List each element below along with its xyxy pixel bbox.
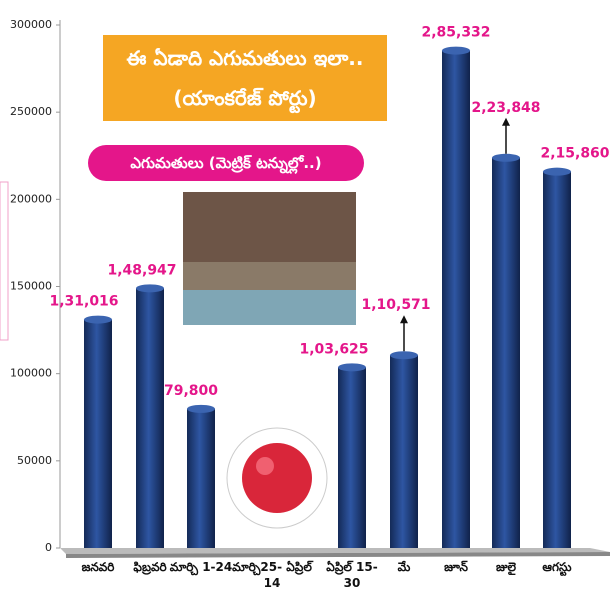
bar	[390, 355, 418, 548]
bar	[136, 288, 164, 548]
bar-cap	[136, 284, 164, 293]
bar	[543, 171, 571, 548]
y-tick-label: 150000	[10, 280, 52, 293]
bar-cap	[84, 315, 112, 324]
x-tick-label: మార్చి25- ఏప్రిల్ 14	[232, 560, 312, 590]
bar	[187, 408, 215, 548]
floor-edge	[66, 552, 610, 558]
x-tick-label: జూన్	[444, 560, 468, 574]
floor	[60, 548, 610, 554]
edge-frame	[0, 181, 9, 341]
bar-cap	[543, 167, 571, 176]
photo-ship	[183, 192, 356, 262]
annotation: ఎగుమతులు (మెట్రిక్ టన్నుల్లో..)	[88, 145, 364, 181]
x-tick-label: ఆగస్టు	[542, 560, 572, 574]
value-label: 2,85,332	[421, 25, 490, 41]
bar	[338, 367, 366, 548]
y-tick-label: 250000	[10, 105, 52, 118]
value-label: 2,23,848	[471, 100, 540, 116]
chart-title: ఈ ఏడాది ఎగుమతులు ఇలా..	[126, 46, 364, 70]
arrow-head	[502, 117, 510, 126]
x-tick-label: జనవరి	[81, 560, 115, 574]
bar-cap	[390, 351, 418, 360]
y-tick-label: 50000	[17, 454, 52, 467]
bar-cap	[442, 46, 470, 55]
y-tick-label: 300000	[10, 18, 52, 31]
y-tick-label: 100000	[10, 367, 52, 380]
x-tick-label: ఫిబ్రవరి	[133, 560, 167, 574]
subtitle: (యాంకరేజ్ పోర్టు)	[173, 86, 317, 110]
bar	[442, 50, 470, 548]
bar	[492, 157, 520, 549]
bar	[84, 319, 112, 548]
y-tick-label: 200000	[10, 192, 52, 205]
x-tick-label: ఏప్రిల్ 15- 30	[326, 560, 378, 590]
value-label: 1,31,016	[49, 294, 118, 310]
y-tick-label: 0	[45, 541, 52, 554]
title-box: ఈ ఏడాది ఎగుమతులు ఇలా.. (యాంకరేజ్ పోర్టు)	[103, 35, 387, 121]
arrow-head	[400, 315, 408, 324]
bar-cap	[187, 404, 215, 413]
x-tick-label: జులై	[495, 560, 517, 574]
x-tick-label: మార్చి 1-24	[169, 560, 233, 574]
value-label: 79,800	[164, 383, 218, 399]
value-label: 1,03,625	[299, 341, 368, 357]
value-label: 2,15,860	[540, 146, 609, 162]
value-label: 1,48,947	[107, 262, 176, 278]
photo-water	[183, 290, 356, 325]
x-tick-label: మే	[397, 560, 411, 574]
virus	[226, 427, 328, 529]
bar-cap	[492, 153, 520, 162]
value-label: 1,10,571	[361, 297, 430, 313]
bar-cap	[338, 363, 366, 372]
